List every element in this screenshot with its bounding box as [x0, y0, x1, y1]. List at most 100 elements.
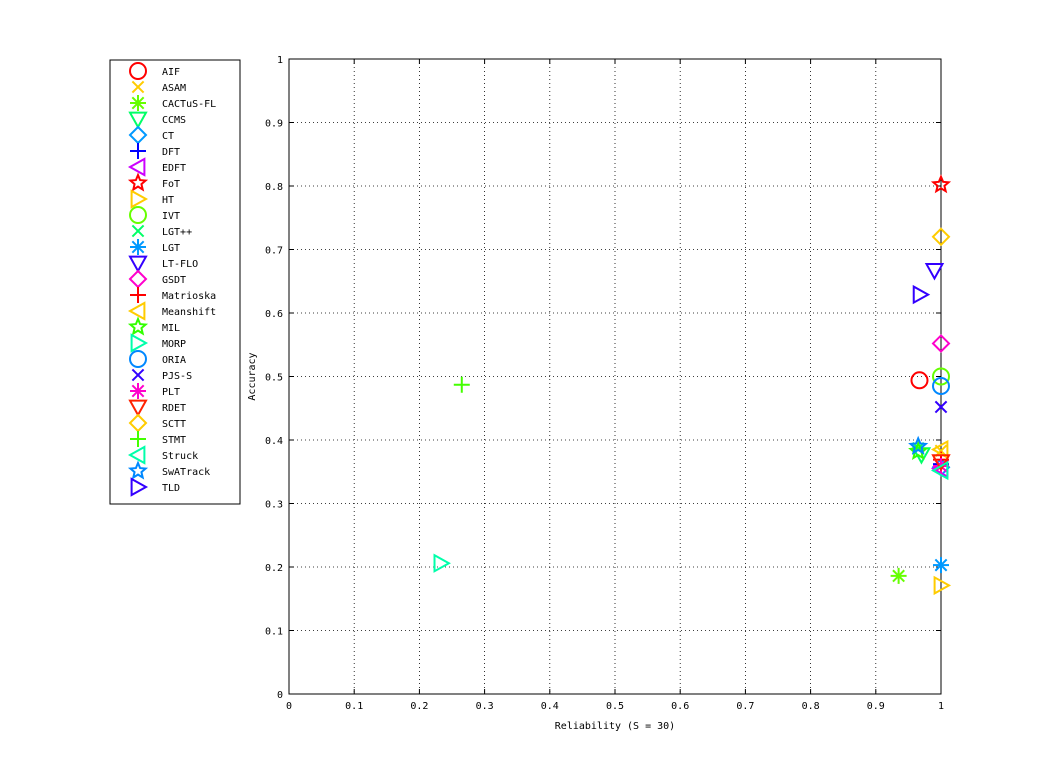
legend-label: ORIA — [162, 355, 186, 366]
legend-item: LT-FLO — [128, 255, 198, 274]
legend-marker — [127, 157, 146, 177]
legend-item: SwATrack — [127, 460, 210, 480]
legend-label: GSDT — [162, 275, 186, 286]
legend-marker — [128, 111, 148, 130]
legend-item: PLT — [130, 383, 180, 399]
data-points — [433, 174, 952, 596]
data-point-meanshift — [930, 439, 949, 460]
plot-area-frame — [288, 58, 942, 695]
legend-marker — [130, 333, 149, 353]
x-tick-label: 0.6 — [671, 701, 689, 712]
data-point-fot — [930, 174, 952, 194]
legend-label: MIL — [162, 323, 180, 334]
legend-label: ASAM — [162, 83, 186, 94]
legend-marker — [130, 431, 146, 447]
legend-item: STMT — [130, 431, 186, 447]
legend-item: CACTuS-FL — [130, 95, 216, 111]
legend-label: CT — [162, 131, 174, 142]
x-tick-label: 1 — [938, 701, 944, 712]
grid — [289, 59, 941, 694]
legend-label: SwATrack — [162, 467, 210, 478]
x-tick-label: 0.1 — [345, 701, 363, 712]
legend-item: LGT — [130, 239, 180, 255]
data-point-pjs-s — [934, 400, 948, 414]
legend-marker — [131, 80, 145, 94]
data-point-lt-flo — [924, 263, 945, 281]
data-point-struck — [930, 460, 949, 481]
legend-label: PLT — [162, 387, 180, 398]
legend-label: DFT — [162, 147, 180, 158]
x-tick-label: 0.7 — [736, 701, 754, 712]
data-point-swatrack — [908, 435, 929, 455]
x-tick-label: 0.9 — [867, 701, 885, 712]
data-point-morp — [433, 553, 451, 573]
legend-label: Matrioska — [162, 291, 216, 302]
data-point-lgt — [933, 557, 949, 574]
legend-marker — [129, 62, 147, 80]
y-tick-label: 1 — [277, 55, 283, 66]
y-tick-label: 0.8 — [265, 182, 283, 193]
y-tick-label: 0.4 — [265, 436, 283, 447]
legend-item: RDET — [128, 399, 186, 418]
legend-marker — [130, 143, 146, 159]
legend-marker — [128, 255, 148, 274]
legend-item: EDFT — [127, 157, 186, 177]
x-axis-label: Reliability (S = 30) — [555, 721, 675, 732]
legend-marker — [131, 368, 145, 382]
legend-label: HT — [162, 195, 174, 206]
legend-marker — [128, 399, 148, 418]
legend-marker — [130, 95, 146, 111]
x-tick-label: 0.4 — [541, 701, 559, 712]
legend-item: MIL — [127, 316, 180, 336]
legend-label: MORP — [162, 339, 186, 350]
y-tick-label: 0 — [277, 690, 283, 701]
legend-item: MORP — [130, 333, 186, 353]
legend-marker — [131, 224, 145, 238]
x-tick-label: 0.8 — [802, 701, 820, 712]
legend-item: ASAM — [131, 80, 186, 94]
y-tick-label: 0.6 — [265, 309, 283, 320]
legend-label: Meanshift — [162, 307, 216, 318]
y-tick-label: 0.9 — [265, 119, 283, 130]
legend-item: AIF — [129, 62, 180, 80]
legend-item: FoT — [127, 172, 180, 192]
data-point-mil — [908, 440, 929, 461]
legend-marker — [127, 172, 149, 192]
legend-label: LGT — [162, 243, 180, 254]
x-tick-label: 0 — [286, 701, 292, 712]
x-tick-label: 0.2 — [410, 701, 428, 712]
legend-item: IVT — [129, 206, 180, 224]
legend-marker — [127, 316, 149, 336]
legend-item: Struck — [127, 445, 198, 465]
legend-marker — [130, 477, 149, 497]
legend-label: IVT — [162, 211, 180, 222]
data-point-stmt — [453, 376, 470, 393]
y-tick-label: 0.1 — [265, 627, 283, 638]
legend-item: PJS-S — [131, 368, 192, 382]
legend-marker — [129, 206, 147, 224]
legend-label: TLD — [162, 483, 180, 494]
legend-item: DFT — [130, 143, 180, 159]
data-point-gsdt — [931, 334, 951, 353]
data-point-cactus-fl — [890, 567, 907, 584]
y-tick-label: 0.5 — [265, 373, 283, 384]
legend-label: PJS-S — [162, 371, 192, 382]
data-point-ivt — [932, 367, 950, 386]
y-tick-label: 0.2 — [265, 563, 283, 574]
data-point-oria — [932, 377, 950, 396]
y-axis-label: Accuracy — [247, 352, 258, 400]
x-tick-label: 0.5 — [606, 701, 624, 712]
legend-marker — [127, 301, 146, 321]
legend-label: LGT++ — [162, 227, 192, 238]
data-point-rdet — [931, 454, 951, 472]
legend-item: HT — [130, 189, 174, 209]
data-point-ht — [933, 575, 952, 596]
legend-item: ORIA — [129, 350, 186, 368]
axis-ticks: 0 0.1 0.2 0.3 0.4 0.5 0.6 0.7 0.8 0.9 1 0 0.1 0.2 0.3 0… — [265, 55, 944, 712]
legend-item: TLD — [130, 477, 180, 497]
legend-marker — [130, 189, 149, 209]
legend-label: EDFT — [162, 163, 186, 174]
legend-marker — [127, 445, 146, 465]
legend-marker — [129, 350, 147, 368]
